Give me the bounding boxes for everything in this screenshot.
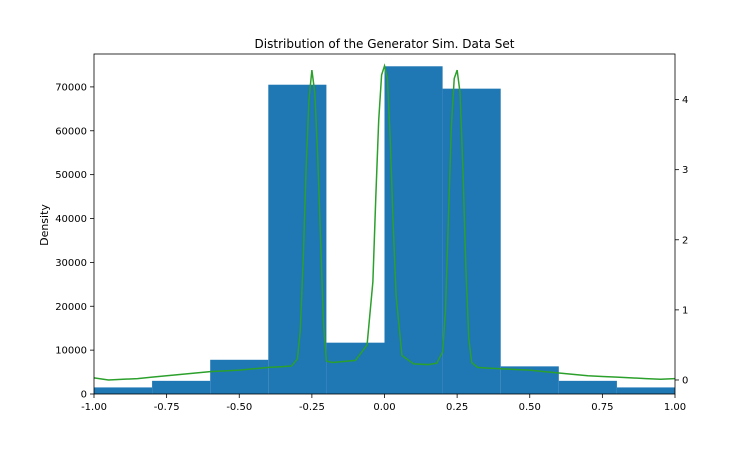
chart-title: Distribution of the Generator Sim. Data … [255,37,515,51]
y-tick-label: 20000 [55,302,87,313]
density-line-layer [93,63,676,381]
histogram-bar [210,359,269,394]
x-tick-label: 0.25 [446,402,468,413]
histogram-bar [268,84,327,394]
y-tick-label: 50000 [55,170,87,181]
histogram-bar [558,380,617,394]
axes: -1.00 -0.75 -0.50 -0.25 0.00 0.25 0.50 0.75 1.00… [55,53,688,413]
y-axis-title: Density [38,204,51,246]
y2-tick-label: 0 [682,375,688,386]
y2-tick-label: 4 [682,95,688,106]
y2-tick-label: 3 [682,165,688,176]
x-tick-label: -1.00 [81,402,107,413]
x-tick-label: 1.00 [664,402,686,413]
x-tick-label: 0.50 [519,402,541,413]
y-tick-label: 70000 [55,82,87,93]
x-tick-label: 0.00 [373,402,395,413]
histogram-bar [500,366,559,394]
y-tick-label: 40000 [55,214,87,225]
x-tick-label: -0.25 [299,402,325,413]
density-line [93,63,676,381]
histogram-bar [94,387,153,394]
y-tick-label: 10000 [55,346,87,357]
histogram-bar [152,380,211,394]
x-tick-label: 0.75 [591,402,613,413]
x-tick-label: -0.50 [226,402,252,413]
y2-tick-label: 2 [682,235,688,246]
histogram-bar [616,387,675,394]
histogram-bar [442,88,501,394]
y-tick-label: 30000 [55,258,87,269]
y-tick-label: 60000 [55,126,87,137]
y-tick-label: 0 [81,390,87,401]
x-tick-label: -0.75 [154,402,180,413]
histogram-bar [384,66,443,394]
y2-tick-label: 1 [682,305,688,316]
histogram-bar [326,342,385,394]
